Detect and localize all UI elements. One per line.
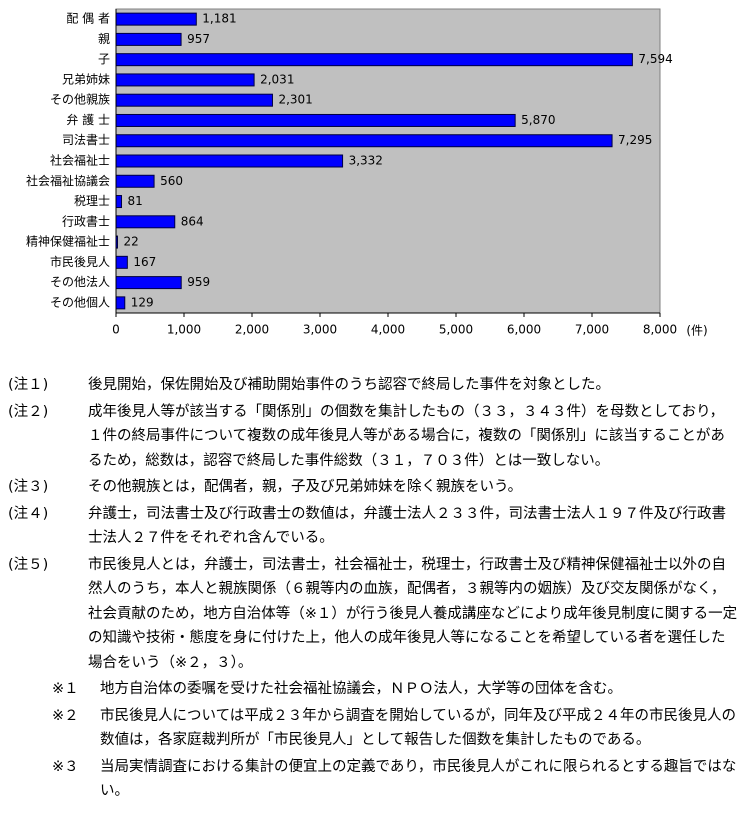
- bar: [115, 12, 197, 26]
- note-label: (注３): [8, 479, 49, 495]
- bar: [115, 215, 176, 229]
- y-tick-label: 司法書士: [62, 133, 110, 147]
- bar: [115, 276, 182, 290]
- x-tick-label: 3,000: [303, 323, 337, 337]
- chart: (件) 0 1,000 2,000 3,000 4,000 5,000 6,000 7,000…: [26, 8, 708, 338]
- value-label: 2,301: [278, 93, 312, 107]
- note-label: (注４): [8, 505, 49, 522]
- value-label: 959: [187, 275, 210, 289]
- note-text: 後見開始，保佐開始及び補助開始事件のうち認容で終局した事件を対象とした。: [88, 377, 610, 393]
- value-label: 2,031: [260, 72, 294, 86]
- note-text: 市民後見人とは，弁護士，司法書士，社会福祉士，税理士，行政書士及び精神保健福祉士…: [88, 556, 738, 671]
- note-label: ※１: [52, 681, 79, 697]
- bar: [115, 32, 182, 46]
- note: (注３) その他親族とは，配偶者，親，子及び兄弟姉妹を除く親族をいう。: [8, 475, 738, 500]
- y-tick-label: 精神保健福祉士: [26, 234, 110, 249]
- value-label: 7,295: [618, 133, 652, 147]
- note: (注５) 市民後見人とは，弁護士，司法書士，社会福祉士，税理士，行政書士及び精神保…: [8, 553, 738, 676]
- note-text: 当局実情調査における集計の便宜上の定義であり，市民後見人がこれに限られるとする趣…: [100, 758, 737, 800]
- y-tick-label: 兄弟姉妹: [62, 71, 110, 86]
- value-label: 129: [131, 295, 154, 309]
- bar: [115, 113, 516, 127]
- y-tick-label: 市民後見人: [50, 254, 110, 269]
- value-label: 22: [123, 235, 138, 249]
- x-tick-label: 6,000: [507, 323, 541, 337]
- x-tick-label: 0: [112, 323, 120, 337]
- note-label: (注５): [8, 556, 49, 573]
- note-text: 成年後見人等が該当する「関係別」の個数を集計したもの（３３，３４３件）を母数とし…: [88, 403, 725, 469]
- value-label: 864: [181, 214, 204, 228]
- y-tick-label: 弁 護 士: [66, 112, 110, 127]
- note-label: ※２: [52, 707, 79, 724]
- x-tick-label: 7,000: [575, 323, 609, 337]
- bar: [115, 53, 633, 67]
- y-tick-label: その他法人: [50, 275, 110, 289]
- note-label: ※３: [52, 758, 79, 775]
- bar: [115, 154, 344, 168]
- note: (注２) 成年後見人等が該当する「関係別」の個数を集計したもの（３３，３４３件）を…: [8, 400, 738, 474]
- y-tick-label: 税理士: [74, 194, 110, 208]
- note-text: 市民後見人については平成２３年から調査を開始しているが，同年及び平成２４年の市民…: [100, 707, 736, 749]
- note-label: (注１): [8, 377, 49, 393]
- note-text: 弁護士，司法書士及び行政書士の数値は，弁護士法人２３３件，司法書士法人１９７件及…: [88, 505, 726, 547]
- y-tick-label: 親: [98, 32, 110, 46]
- x-tick-label: 1,000: [167, 323, 201, 337]
- value-label: 167: [133, 255, 156, 269]
- note-text: その他親族とは，配偶者，親，子及び兄弟姉妹を除く親族をいう。: [88, 479, 523, 495]
- notes: (注１) 後見開始，保佐開始及び補助開始事件のうち認容で終局した事件を対象とした。…: [8, 373, 738, 806]
- x-tick-label: 8,000: [643, 323, 677, 337]
- bar: [115, 73, 255, 87]
- sub-note: ※３ 当局実情調査における集計の便宜上の定義であり，市民後見人がこれに限られるとす…: [8, 755, 738, 804]
- bar: [115, 255, 128, 269]
- x-tick-label: 2,000: [235, 323, 269, 337]
- bar: [115, 134, 613, 148]
- bar: [115, 93, 273, 107]
- y-tick-label: 行政書士: [62, 214, 110, 228]
- note-text: 地方自治体の委嘱を受けた社会福祉協議会，ＮＰＯ法人，大学等の団体を含む。: [100, 681, 622, 697]
- note: (注１) 後見開始，保佐開始及び補助開始事件のうち認容で終局した事件を対象とした。: [8, 373, 738, 398]
- y-tick-label: 社会福祉士: [50, 153, 110, 168]
- value-label: 3,332: [349, 154, 383, 168]
- x-tick-label: 5,000: [439, 323, 473, 337]
- value-label: 81: [128, 194, 143, 208]
- value-label: 560: [160, 174, 183, 188]
- y-tick-label: 社会福祉協議会: [26, 173, 110, 188]
- sub-note: ※２ 市民後見人については平成２３年から調査を開始しているが，同年及び平成２４年の…: [8, 704, 738, 753]
- value-label: 1,181: [202, 12, 236, 26]
- y-tick-label: その他個人: [50, 295, 110, 309]
- bar: [115, 174, 155, 188]
- y-tick-label: その他親族: [50, 93, 110, 107]
- value-label: 957: [187, 32, 210, 46]
- bar: [115, 195, 123, 209]
- bar: [115, 296, 126, 310]
- sub-note: ※１ 地方自治体の委嘱を受けた社会福祉協議会，ＮＰＯ法人，大学等の団体を含む。: [8, 677, 738, 702]
- y-tick-label: 子: [98, 52, 110, 66]
- note-label: (注２): [8, 403, 49, 420]
- note: (注４) 弁護士，司法書士及び行政書士の数値は，弁護士法人２３３件，司法書士法人１…: [8, 502, 738, 551]
- x-tick-label: 4,000: [371, 323, 405, 337]
- value-label: 5,870: [521, 113, 555, 127]
- value-label: 7,594: [638, 52, 672, 66]
- unit-label: (件): [686, 324, 707, 338]
- y-tick-label: 配 偶 者: [66, 12, 110, 26]
